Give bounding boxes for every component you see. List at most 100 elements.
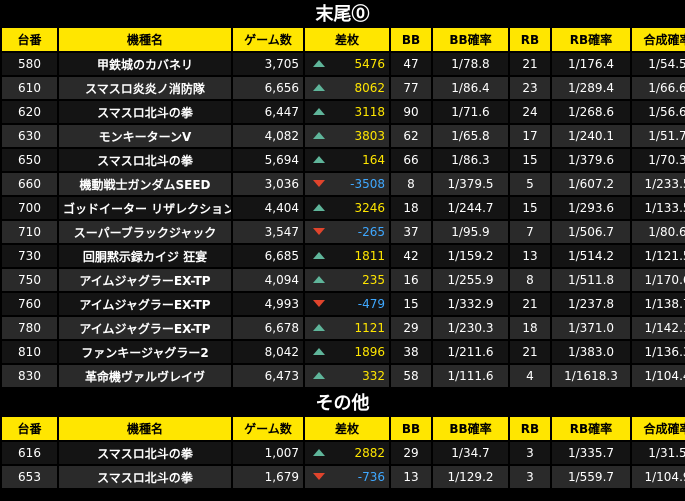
rb-count: 24 bbox=[510, 101, 550, 123]
triangle-up-icon bbox=[313, 252, 325, 259]
machine-name: 甲鉄城のカバネリ bbox=[59, 53, 231, 75]
diff-value: 1896 bbox=[354, 345, 385, 359]
combined-probability: 1/80.6 bbox=[632, 221, 685, 243]
machine-number: 760 bbox=[2, 293, 57, 315]
diff-value: 8062 bbox=[354, 81, 385, 95]
rb-probability: 1/511.8 bbox=[552, 269, 630, 291]
bb-count: 29 bbox=[391, 442, 431, 464]
triangle-up-icon bbox=[313, 156, 325, 163]
table-row: 830 革命機ヴァルヴレイヴ 6,473 332 58 1/111.6 4 1/1618.3 1… bbox=[2, 365, 685, 387]
diff-cell: -3508 bbox=[305, 173, 389, 195]
rb-count: 3 bbox=[510, 466, 550, 488]
combined-probability: 1/136.3 bbox=[632, 341, 685, 363]
bb-probability: 1/78.8 bbox=[433, 53, 508, 75]
diff-cell: 5476 bbox=[305, 53, 389, 75]
section-title: その他 bbox=[0, 389, 685, 415]
game-count: 1,679 bbox=[233, 466, 303, 488]
bb-probability: 1/211.6 bbox=[433, 341, 508, 363]
col-header-games: ゲーム数 bbox=[233, 417, 303, 440]
diff-value: 235 bbox=[362, 273, 385, 287]
col-header-rb: RB bbox=[510, 28, 550, 51]
header-row: 台番 機種名 ゲーム数 差枚 BB BB確率 RB RB確率 合成確率 bbox=[2, 28, 685, 51]
diff-cell: 3246 bbox=[305, 197, 389, 219]
diff-value: 332 bbox=[362, 369, 385, 383]
bb-count: 18 bbox=[391, 197, 431, 219]
machine-name: スマスロ北斗の拳 bbox=[59, 101, 231, 123]
rb-probability: 1/559.7 bbox=[552, 466, 630, 488]
combined-probability: 1/104.9 bbox=[632, 466, 685, 488]
diff-cell: 235 bbox=[305, 269, 389, 291]
triangle-up-icon bbox=[313, 276, 325, 283]
game-count: 3,547 bbox=[233, 221, 303, 243]
diff-cell: 2882 bbox=[305, 442, 389, 464]
bb-probability: 1/332.9 bbox=[433, 293, 508, 315]
bb-probability: 1/95.9 bbox=[433, 221, 508, 243]
table-row: 810 ファンキージャグラー2 8,042 1896 38 1/211.6 21 1/383.… bbox=[2, 341, 685, 363]
rb-probability: 1/514.2 bbox=[552, 245, 630, 267]
bb-count: 38 bbox=[391, 341, 431, 363]
header-row: 台番 機種名 ゲーム数 差枚 BB BB確率 RB RB確率 合成確率 bbox=[2, 417, 685, 440]
table-row: 620 スマスロ北斗の拳 6,447 3118 90 1/71.6 24 1/268.6 1/5… bbox=[2, 101, 685, 123]
col-header-diff: 差枚 bbox=[305, 28, 389, 51]
rb-probability: 1/240.1 bbox=[552, 125, 630, 147]
table-row: 700 ゴッドイーター リザレクション 4,404 3246 18 1/244.7 15 1/… bbox=[2, 197, 685, 219]
machine-number: 710 bbox=[2, 221, 57, 243]
diff-cell: 1121 bbox=[305, 317, 389, 339]
machine-name: スーパーブラックジャック bbox=[59, 221, 231, 243]
table-row: 616 スマスロ北斗の拳 1,007 2882 29 1/34.7 3 1/335.7 1/31… bbox=[2, 442, 685, 464]
machine-name: 革命機ヴァルヴレイヴ bbox=[59, 365, 231, 387]
bb-probability: 1/111.6 bbox=[433, 365, 508, 387]
combined-probability: 1/51.7 bbox=[632, 125, 685, 147]
bb-probability: 1/379.5 bbox=[433, 173, 508, 195]
col-header-rb: RB bbox=[510, 417, 550, 440]
bb-count: 42 bbox=[391, 245, 431, 267]
table-row: 660 機動戦士ガンダムSEED 3,036 -3508 8 1/379.5 5 1/607.… bbox=[2, 173, 685, 195]
machine-number: 650 bbox=[2, 149, 57, 171]
triangle-down-icon bbox=[313, 300, 325, 307]
triangle-up-icon bbox=[313, 324, 325, 331]
rb-count: 15 bbox=[510, 149, 550, 171]
machine-name: 回胴黙示録カイジ 狂宴 bbox=[59, 245, 231, 267]
bb-count: 58 bbox=[391, 365, 431, 387]
table-row: 650 スマスロ北斗の拳 5,694 164 66 1/86.3 15 1/379.6 1/70… bbox=[2, 149, 685, 171]
game-count: 1,007 bbox=[233, 442, 303, 464]
col-header-combined-prob: 合成確率 bbox=[632, 417, 685, 440]
diff-value: -265 bbox=[357, 225, 385, 239]
col-header-bb-prob: BB確率 bbox=[433, 28, 508, 51]
section-1: その他 台番 機種名 ゲーム数 差枚 BB BB確率 RB RB確率 合成確率 bbox=[0, 389, 685, 490]
triangle-down-icon bbox=[313, 180, 325, 187]
combined-probability: 1/133.5 bbox=[632, 197, 685, 219]
diff-cell: 3118 bbox=[305, 101, 389, 123]
machine-number: 630 bbox=[2, 125, 57, 147]
machine-number: 580 bbox=[2, 53, 57, 75]
col-header-combined-prob: 合成確率 bbox=[632, 28, 685, 51]
combined-probability: 1/104.4 bbox=[632, 365, 685, 387]
machine-name: スマスロ炎炎ノ消防隊 bbox=[59, 77, 231, 99]
rb-probability: 1/176.4 bbox=[552, 53, 630, 75]
triangle-up-icon bbox=[313, 60, 325, 67]
rb-count: 21 bbox=[510, 53, 550, 75]
diff-value: -736 bbox=[357, 470, 385, 484]
diff-value: 3118 bbox=[354, 105, 385, 119]
game-count: 6,678 bbox=[233, 317, 303, 339]
machine-name: モンキーターンV bbox=[59, 125, 231, 147]
machine-number: 810 bbox=[2, 341, 57, 363]
diff-value: -479 bbox=[357, 297, 385, 311]
bb-probability: 1/65.8 bbox=[433, 125, 508, 147]
triangle-down-icon bbox=[313, 228, 325, 235]
table-row: 760 アイムジャグラーEX-TP 4,993 -479 15 1/332.9 21 1/23… bbox=[2, 293, 685, 315]
col-header-bb: BB bbox=[391, 28, 431, 51]
diff-value: 5476 bbox=[354, 57, 385, 71]
table-row: 730 回胴黙示録カイジ 狂宴 6,685 1811 42 1/159.2 13 1/514.… bbox=[2, 245, 685, 267]
combined-probability: 1/66.6 bbox=[632, 77, 685, 99]
diff-value: 1121 bbox=[354, 321, 385, 335]
rb-probability: 1/237.8 bbox=[552, 293, 630, 315]
rb-count: 23 bbox=[510, 77, 550, 99]
machine-number: 653 bbox=[2, 466, 57, 488]
combined-probability: 1/56.6 bbox=[632, 101, 685, 123]
machine-number: 830 bbox=[2, 365, 57, 387]
col-header-rb-prob: RB確率 bbox=[552, 28, 630, 51]
combined-probability: 1/54.5 bbox=[632, 53, 685, 75]
bb-count: 16 bbox=[391, 269, 431, 291]
bb-probability: 1/34.7 bbox=[433, 442, 508, 464]
